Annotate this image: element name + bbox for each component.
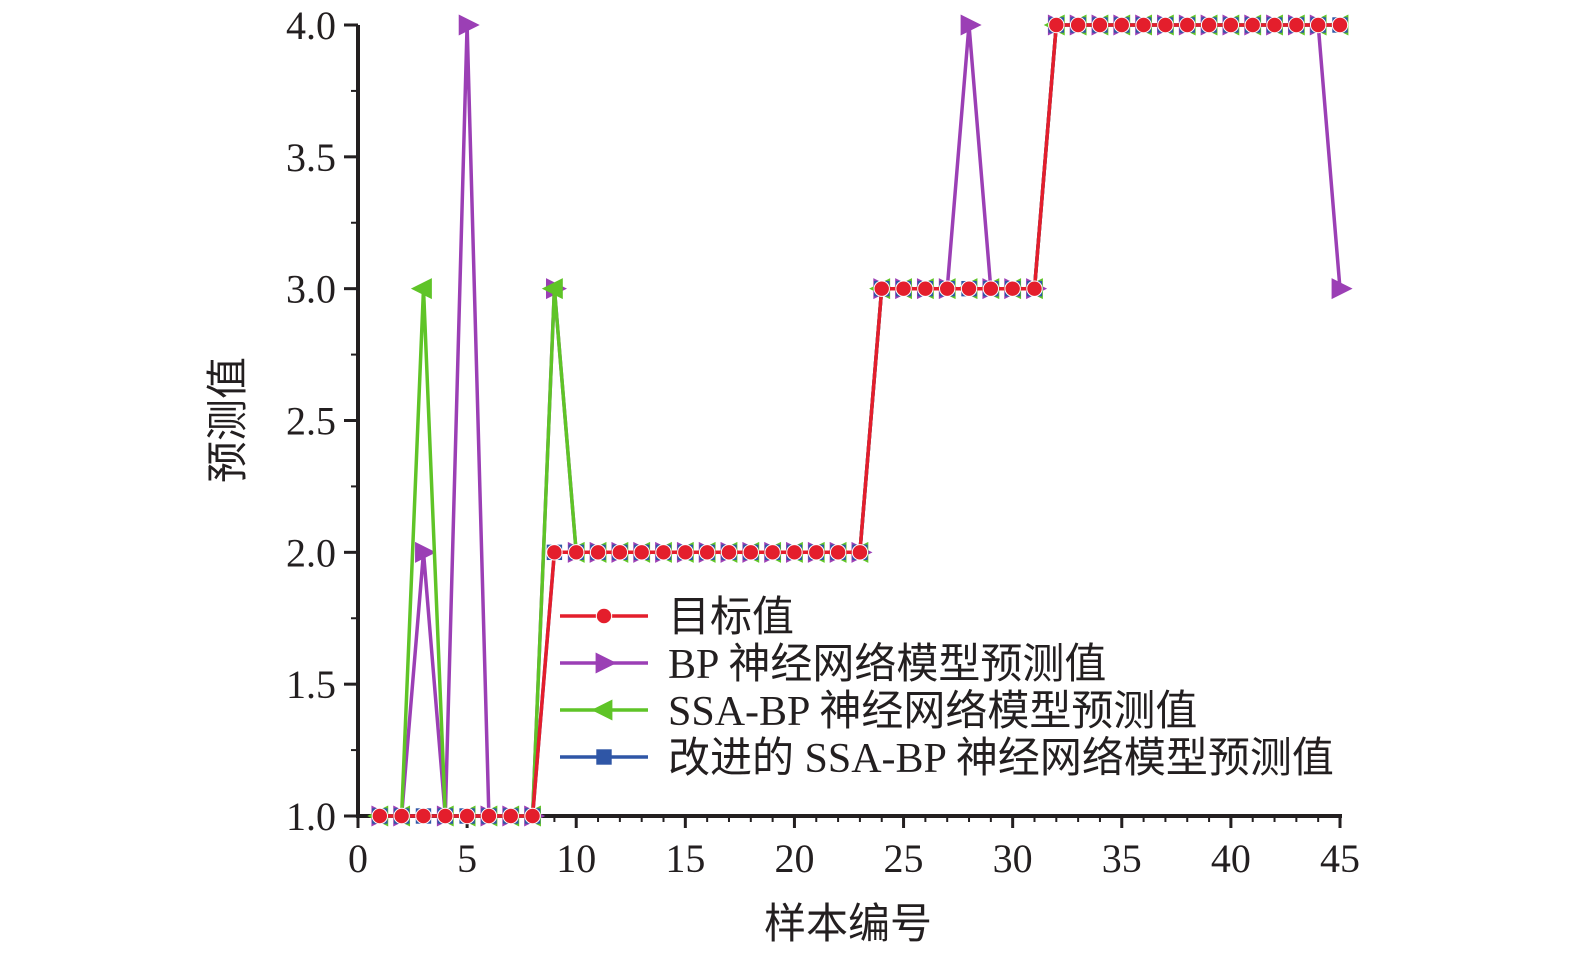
axes: 0 5 10 15 20 25 30 35 40 45 1.0 1.5 2.0 2.5 3.0 3.5 4.0	[286, 3, 1360, 881]
series-0	[371, 16, 1349, 825]
data-point	[1004, 280, 1021, 297]
x-tick-label: 20	[774, 836, 814, 881]
legend-swatch-marker	[596, 749, 612, 765]
y-tick-label: 2.5	[286, 399, 336, 444]
x-tick-label: 0	[348, 836, 368, 881]
data-point	[410, 278, 432, 300]
data-point	[720, 544, 738, 561]
data-point	[1331, 16, 1349, 34]
data-point	[677, 544, 694, 561]
data-point	[786, 544, 803, 561]
data-point	[1244, 16, 1261, 34]
y-tick-label: 4.0	[286, 3, 336, 48]
legend-swatch-marker	[595, 652, 617, 674]
data-point	[502, 807, 519, 825]
data-point	[633, 544, 650, 561]
y-tick-label: 1.0	[286, 794, 336, 839]
data-point	[371, 807, 389, 825]
series-layer	[367, 14, 1353, 827]
legend-item: BP 神经网络模型预测值	[560, 641, 1106, 688]
data-point	[742, 544, 759, 561]
data-point	[524, 807, 541, 825]
y-tick-label: 2.0	[286, 530, 336, 575]
data-point	[458, 807, 476, 825]
data-point	[1157, 16, 1174, 34]
data-point	[437, 807, 454, 825]
legend-swatch-marker	[591, 699, 613, 721]
y-tick-label: 3.5	[286, 135, 336, 180]
legend-item: 改进的 SSA-BP 神经网络模型预测值	[560, 735, 1334, 782]
data-point	[1331, 278, 1353, 300]
legend-item: SSA-BP 神经网络模型预测值	[560, 688, 1197, 735]
x-tick-label: 15	[665, 836, 705, 881]
data-point	[764, 544, 781, 561]
data-point	[1048, 16, 1065, 34]
data-point	[611, 544, 629, 561]
data-point	[589, 544, 607, 561]
x-tick-label: 45	[1320, 836, 1360, 881]
data-point	[1069, 16, 1087, 34]
data-point	[960, 280, 978, 297]
legend-label: BP 神经网络模型预测值	[668, 641, 1106, 688]
y-tick-label: 3.0	[286, 267, 336, 312]
data-point	[917, 280, 934, 297]
data-point	[1026, 280, 1043, 297]
x-tick-label: 40	[1211, 836, 1251, 881]
data-point	[1200, 16, 1218, 34]
data-point	[982, 280, 1000, 297]
data-point	[480, 807, 498, 825]
data-point	[458, 14, 480, 36]
data-point	[1222, 16, 1240, 34]
x-tick-label: 30	[993, 836, 1033, 881]
y-tick-label: 1.5	[286, 662, 336, 707]
data-point	[698, 544, 716, 561]
data-point	[1135, 16, 1152, 34]
legend-label: 目标值	[668, 595, 794, 641]
data-point	[960, 14, 982, 36]
x-tick-label: 35	[1102, 836, 1142, 881]
x-tick-label: 5	[457, 836, 477, 881]
data-point	[546, 544, 563, 561]
x-tick-label: 25	[884, 836, 924, 881]
data-point	[541, 278, 563, 300]
legend-item: 目标值	[560, 595, 794, 641]
data-point	[808, 544, 825, 561]
data-point	[895, 280, 912, 297]
x-axis-title: 样本编号	[764, 902, 932, 948]
data-point	[415, 541, 437, 563]
data-point	[393, 807, 410, 825]
legend-label: SSA-BP 神经网络模型预测值	[668, 688, 1197, 735]
data-point	[1113, 16, 1130, 34]
data-point	[655, 544, 672, 561]
legend-label: 改进的 SSA-BP 神经网络模型预测值	[668, 735, 1334, 782]
data-point	[1266, 16, 1283, 34]
data-point	[873, 280, 890, 297]
data-point	[939, 280, 956, 297]
data-point	[568, 544, 585, 561]
data-point	[829, 544, 847, 561]
data-point	[1179, 16, 1196, 34]
x-tick-label: 10	[556, 836, 596, 881]
data-point	[1091, 16, 1109, 34]
y-axis-title: 预测值	[206, 357, 252, 483]
data-point	[851, 544, 869, 561]
data-point	[1309, 16, 1327, 34]
data-point	[1288, 16, 1305, 34]
legend-swatch-marker	[595, 607, 613, 625]
data-point	[415, 807, 432, 825]
